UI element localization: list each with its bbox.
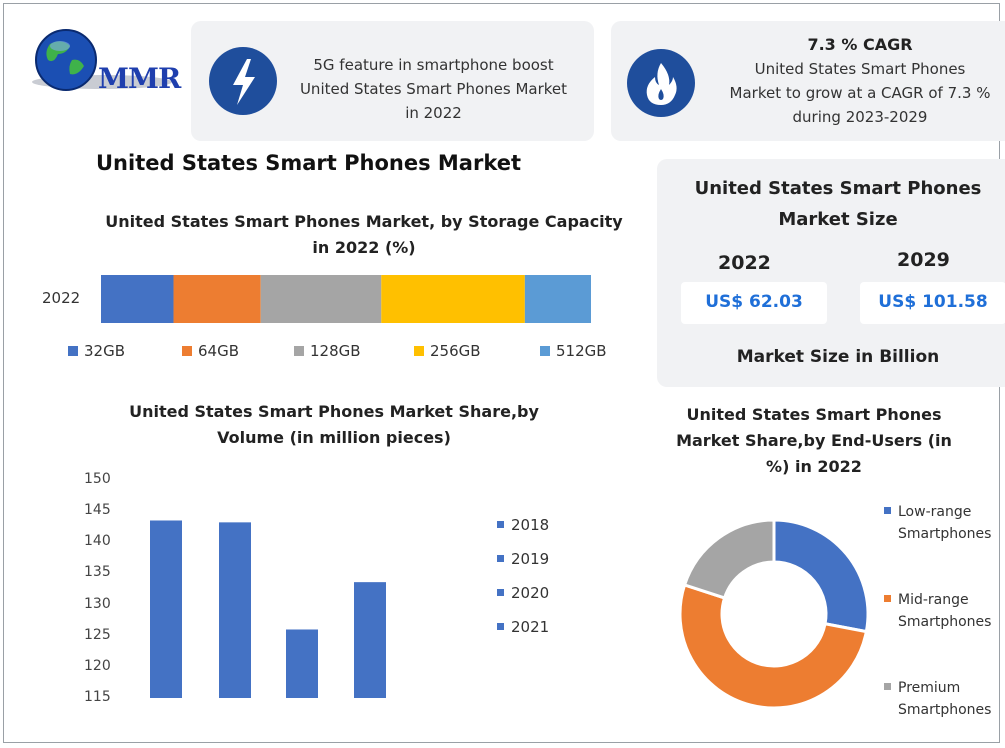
legend-swatch [884, 595, 891, 602]
legend-label: Smartphones [898, 702, 992, 718]
storage-segment-128GB [260, 275, 382, 323]
page-title: United States Smart Phones Market [96, 151, 522, 175]
y-tick-label: 145 [84, 502, 111, 519]
globe-icon [32, 29, 172, 91]
market-size-card: United States Smart Phones Market Size 2… [657, 159, 1005, 387]
storage-chart-category-label: 2022 [42, 289, 81, 307]
volume-bar-2020 [286, 629, 318, 698]
enduser-donut-chart [678, 518, 870, 710]
legend-label: Premium [898, 680, 961, 696]
legend-swatch [294, 346, 304, 356]
legend-swatch [497, 589, 504, 596]
legend-label: 32GB [84, 342, 126, 360]
legend-swatch [497, 555, 504, 562]
storage-segment-32GB [101, 275, 174, 323]
volume-bar-2019 [219, 522, 251, 698]
cagr-title: 7.3 % CAGR [807, 35, 913, 54]
legend-label: 256GB [430, 342, 481, 360]
volume-legend-item: 2019 [497, 550, 549, 568]
legend-label: 2018 [511, 516, 550, 534]
legend-swatch [182, 346, 192, 356]
value-2022: US$ 62.03 [681, 282, 827, 324]
y-tick-label: 140 [84, 533, 111, 550]
flame-icon [627, 49, 695, 117]
legend-swatch [884, 507, 891, 514]
legend-swatch [540, 346, 550, 356]
legend-label: 2020 [511, 584, 550, 602]
infographic-frame: MMR 5G feature in smartphone boost Unite… [3, 3, 1005, 743]
storage-legend-item: 64GB [182, 342, 239, 360]
legend-swatch [414, 346, 424, 356]
y-tick-label: 130 [84, 595, 111, 612]
info-card-cagr: 7.3 % CAGR United States Smart Phones Ma… [611, 21, 1005, 141]
legend-swatch [68, 346, 78, 356]
volume-legend-item: 2020 [497, 584, 549, 602]
legend-swatch [884, 683, 891, 690]
legend-label: Smartphones [898, 526, 992, 542]
legend-label: 128GB [310, 342, 361, 360]
y-tick-label: 115 [84, 689, 111, 705]
legend-label: 2019 [511, 550, 550, 568]
volume-legend-item: 2018 [497, 516, 549, 534]
donut-slice-0 [772, 518, 870, 634]
info-card-5g: 5G feature in smartphone boost United St… [191, 21, 594, 141]
enduser-legend-item: Mid-range Smartphones [884, 589, 991, 633]
enduser-legend-item: Premium Smartphones [884, 677, 991, 721]
legend-swatch [497, 521, 504, 528]
y-tick-label: 150 [84, 471, 111, 487]
volume-bar-2021 [354, 582, 386, 698]
volume-bar-2018 [150, 520, 182, 698]
storage-legend-item: 128GB [294, 342, 361, 360]
storage-legend-item: 32GB [68, 342, 125, 360]
storage-chart-title: United States Smart Phones Market, by St… [105, 212, 623, 257]
y-tick-label: 120 [84, 657, 111, 674]
value-2029: US$ 101.58 [860, 282, 1005, 324]
storage-segment-64GB [173, 275, 261, 323]
logo-text: MMR [98, 62, 181, 95]
legend-label: Smartphones [898, 614, 992, 630]
year-2029-label: 2029 [897, 249, 950, 271]
y-tick-label: 135 [84, 564, 111, 581]
year-2022-label: 2022 [718, 252, 771, 274]
storage-stacked-bar [101, 275, 591, 323]
legend-label: Mid-range [898, 592, 969, 608]
enduser-chart-title: United States Smart Phones Market Share,… [676, 405, 952, 476]
legend-swatch [497, 623, 504, 630]
legend-label: 64GB [198, 342, 240, 360]
lightning-icon [209, 47, 277, 115]
brand-logo: MMR [20, 24, 200, 96]
market-size-title: United States Smart Phones Market Size [694, 178, 982, 230]
legend-label: Low-range [898, 504, 972, 520]
y-tick-label: 125 [84, 626, 111, 643]
market-size-footer: Market Size in Billion [736, 347, 940, 367]
storage-legend-item: 512GB [540, 342, 607, 360]
donut-slice-2 [682, 518, 776, 600]
enduser-legend-item: Low-range Smartphones [884, 501, 991, 545]
legend-label: 2021 [511, 618, 550, 636]
volume-bar-chart [150, 520, 386, 698]
info-card-cagr-text: 7.3 % CAGR United States Smart Phones Ma… [707, 33, 1005, 129]
volume-legend-item: 2021 [497, 618, 549, 636]
info-card-5g-text: 5G feature in smartphone boost United St… [299, 56, 568, 122]
volume-chart-title: United States Smart Phones Market Share,… [129, 402, 539, 447]
legend-label: 512GB [556, 342, 607, 360]
storage-segment-256GB [381, 275, 525, 323]
storage-legend-item: 256GB [414, 342, 481, 360]
storage-segment-512GB [524, 275, 591, 323]
donut-slice-1 [678, 583, 869, 710]
